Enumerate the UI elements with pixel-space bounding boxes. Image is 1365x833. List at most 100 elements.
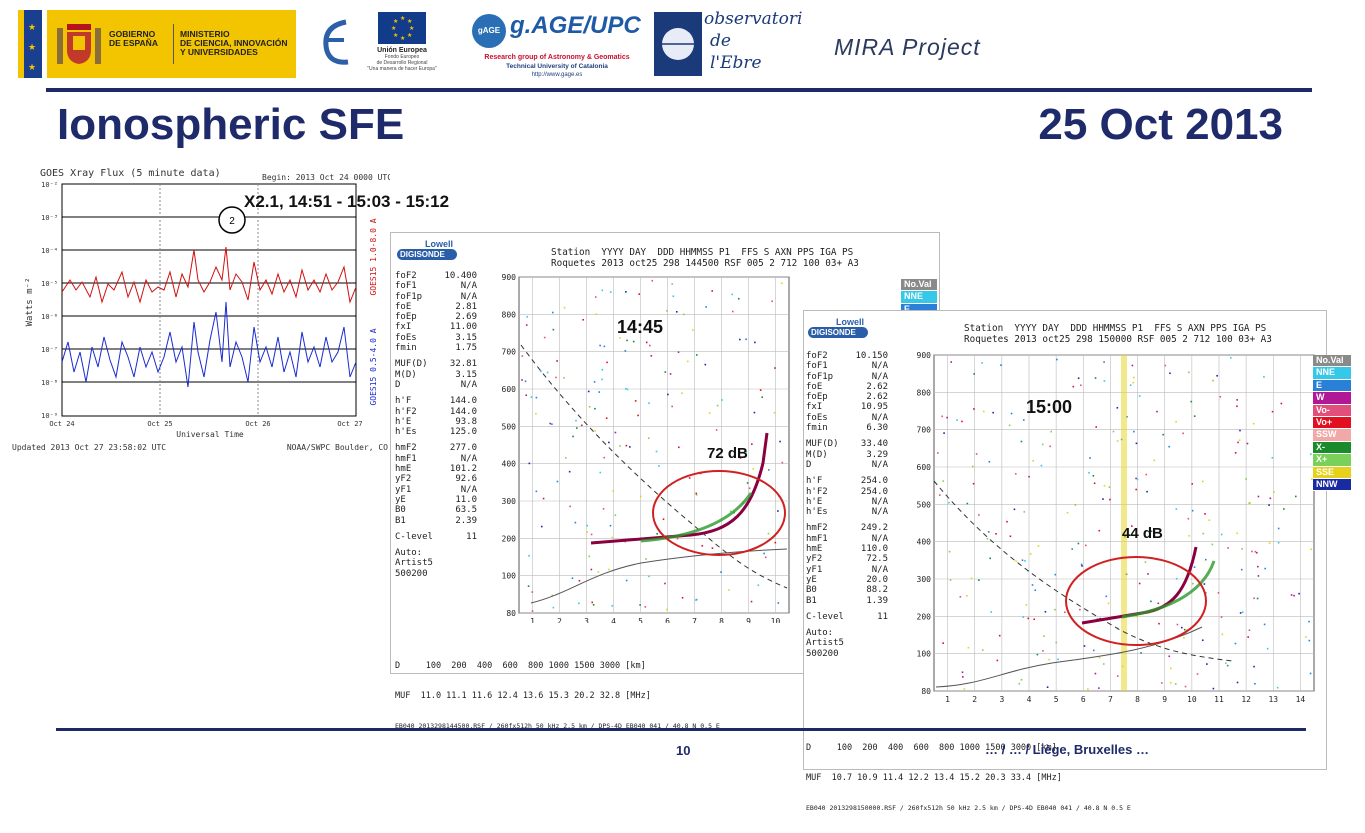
ionogram-xtick: 7	[692, 617, 697, 623]
goes-ylabel: Watts m⁻²	[25, 278, 35, 327]
param-row: h'F 144.0	[395, 396, 477, 406]
echo-point	[1108, 486, 1111, 488]
param-row: h'F2 254.0	[806, 487, 888, 497]
echo-point	[777, 602, 780, 604]
echo-point	[1094, 672, 1097, 675]
echo-point	[981, 649, 984, 651]
echo-point	[1161, 682, 1163, 684]
echo-point	[1129, 384, 1132, 387]
echo-point	[704, 363, 707, 366]
echo-point	[1169, 372, 1171, 375]
echo-point	[598, 391, 601, 393]
echo-point	[998, 634, 1001, 637]
ionogram-xtick: 13	[1268, 695, 1278, 703]
legend-item: SSW	[1313, 429, 1351, 442]
echo-point	[970, 577, 973, 580]
echo-point	[552, 328, 555, 331]
page-number: 10	[676, 743, 691, 758]
svg-text:★: ★	[391, 25, 396, 32]
param-row: D N/A	[395, 380, 477, 390]
echo-point	[1170, 667, 1172, 670]
ionogram-xtick: 6	[1081, 695, 1086, 703]
echo-point	[972, 482, 975, 485]
param-row: foEp 2.69	[395, 312, 477, 322]
echo-point	[601, 368, 604, 371]
echo-point	[556, 360, 558, 362]
echo-point	[1277, 527, 1280, 530]
echo-point	[739, 457, 742, 460]
ionogram-plot: 900 800 700 600 500 400 300 200 100 80 1 2 3 4 5 6 7 8 9 1…	[502, 273, 790, 623]
spain-flag-stripe: ★ ★ ★	[18, 10, 42, 78]
echo-point	[637, 414, 639, 417]
echo-point	[1072, 385, 1075, 388]
echo-point	[992, 411, 994, 414]
param-name: foF1p	[395, 291, 423, 302]
echo-point	[1093, 649, 1095, 652]
echo-point	[1089, 457, 1091, 459]
param-row: B1 2.39	[395, 516, 477, 526]
ministerio-text: MINISTERIO DE CIENCIA, INNOVACIÓN Y UNIVER…	[180, 29, 288, 57]
echo-point	[535, 396, 538, 399]
svg-text:★: ★	[393, 32, 398, 39]
echo-point	[571, 577, 574, 579]
svg-text:★: ★	[28, 62, 36, 72]
ionogram-muf-table: D 100 200 400 600 800 1000 1500 3000 [km…	[395, 661, 720, 730]
param-row: foEp 2.62	[806, 392, 888, 402]
echo-point	[648, 575, 650, 578]
ionogram-ytick: 500	[502, 422, 517, 431]
echo-point	[1066, 511, 1069, 514]
echo-point	[1263, 623, 1266, 626]
param-value: 2.69	[455, 312, 477, 323]
echo-point	[767, 469, 770, 471]
echo-point	[1150, 530, 1153, 533]
echo-point	[1271, 410, 1274, 413]
echo-point	[774, 367, 776, 369]
echo-point	[695, 492, 698, 495]
observatori-wordmark: observatori de l'Ebre	[704, 9, 803, 73]
param-row: yF2 92.6	[395, 474, 477, 484]
param-name: yF2	[806, 554, 823, 565]
param-value: 32.81	[449, 359, 477, 370]
echo-point	[695, 354, 698, 356]
goes-updated: Updated 2013 Oct 27 23:58:02 UTC	[12, 443, 166, 452]
ionogram-xtick: 2	[557, 617, 562, 623]
echo-point	[625, 444, 628, 447]
echo-point	[1103, 485, 1106, 487]
echo-point	[715, 429, 718, 431]
echo-point	[1290, 594, 1293, 596]
param-value: 6.30	[866, 423, 888, 434]
param-name: yE	[806, 574, 817, 585]
ionogram-params: foF2 10.400 foF1 N/A foF1p N/A foE 2.81 foEp 2.69…	[395, 271, 477, 579]
echo-point	[1071, 548, 1074, 550]
echo-point	[644, 606, 647, 608]
echo-point	[676, 537, 679, 540]
goes-xlabel: Universal Time	[176, 430, 244, 439]
echo-point	[1054, 573, 1057, 576]
echo-point	[996, 659, 999, 662]
param-value: N/A	[871, 459, 888, 470]
echo-point	[1095, 426, 1097, 428]
echo-point	[619, 337, 621, 339]
goes-begin: Begin: 2013 Oct 24 0000 UTC	[262, 173, 390, 182]
param-row: yE 20.0	[806, 575, 888, 585]
echo-point	[1305, 636, 1307, 638]
param-name: MUF(D)	[395, 359, 428, 370]
echo-point	[1164, 364, 1167, 367]
echo-point	[1023, 511, 1026, 513]
echo-point	[1237, 441, 1239, 444]
legend-item: NNW	[1313, 478, 1351, 492]
echo-point	[666, 309, 668, 312]
echo-point	[634, 400, 637, 402]
echo-point	[1241, 611, 1244, 613]
param-value: 1.75	[455, 343, 477, 354]
param-row: hmF2 249.2	[806, 523, 888, 533]
echo-point	[1103, 380, 1106, 382]
svg-text:★: ★	[407, 18, 412, 25]
echo-point	[1057, 658, 1059, 661]
echo-point	[645, 341, 648, 344]
echo-point	[582, 318, 584, 321]
xray-short-series	[61, 301, 357, 388]
echo-point	[1140, 652, 1142, 654]
echo-point	[535, 412, 537, 415]
param-row: hmF1 N/A	[395, 454, 477, 464]
